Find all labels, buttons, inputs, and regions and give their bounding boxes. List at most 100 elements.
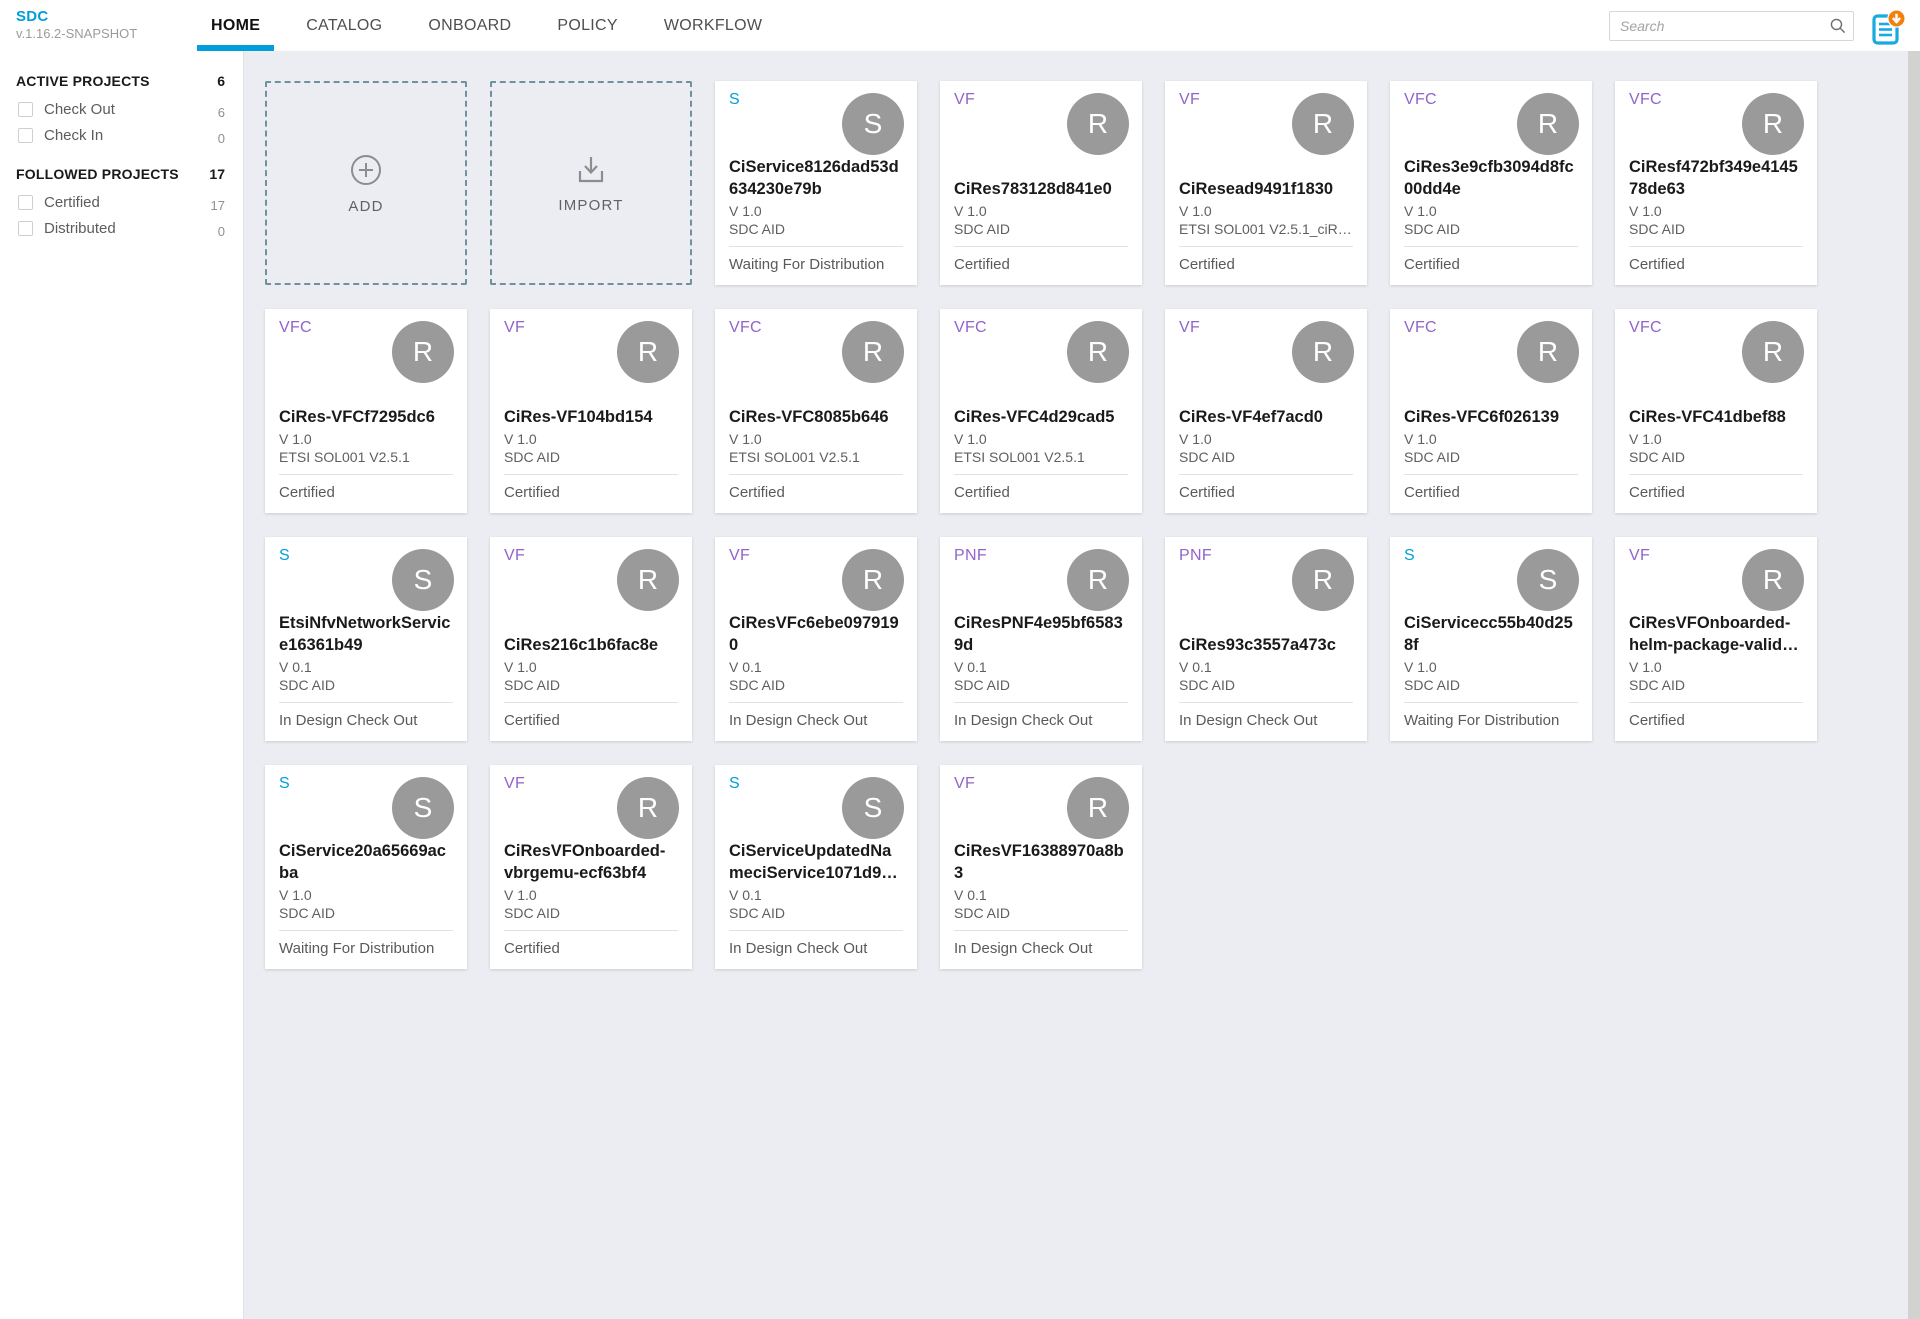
entity-title: CiService8126dad53d634230e79b [729, 158, 899, 198]
entity-version: V 0.1 [954, 659, 987, 675]
entity-type-label: VF [504, 319, 526, 336]
entity-type-label: S [279, 547, 290, 564]
sidebar-filter-certified[interactable]: Certified 17 [16, 189, 225, 215]
entity-version: V 1.0 [279, 431, 312, 447]
checkbox-icon[interactable] [18, 220, 33, 236]
entity-card[interactable]: VF R CiRes-VF4ef7acd0 V 1.0 SDC AID Cert… [1165, 309, 1367, 513]
entity-category: SDC AID [504, 449, 561, 465]
entity-category: SDC AID [279, 905, 336, 921]
entity-status: Certified [504, 474, 678, 501]
entity-avatar: S [842, 93, 904, 155]
checkbox-icon[interactable] [18, 127, 33, 143]
entity-card[interactable]: VF R CiResead9491f1830 V 1.0 ETSI SOL001… [1165, 81, 1367, 285]
entity-meta: CiRes93c3557a473c V 0.1 SDC AID [1179, 635, 1353, 693]
entity-version: V 1.0 [504, 431, 537, 447]
entity-card[interactable]: VFC R CiRes-VFC4d29cad5 V 1.0 ETSI SOL00… [940, 309, 1142, 513]
entity-card[interactable]: VFC R CiRes-VFC6f026139 V 1.0 SDC AID Ce… [1390, 309, 1592, 513]
entity-type-label: VFC [279, 319, 312, 336]
entity-card[interactable]: VF R CiResVFOnboarded-vbrgemu-ecf63bf4 V… [490, 765, 692, 969]
entity-version: V 0.1 [1179, 659, 1212, 675]
entity-type-label: VF [729, 547, 751, 564]
entity-status: Certified [1404, 246, 1578, 273]
sdc-logo[interactable]: SDC v.1.16.2-SNAPSHOT [0, 0, 197, 51]
entity-title: CiService20a65669acba [279, 842, 446, 882]
entity-category: SDC AID [1179, 449, 1236, 465]
checkbox-icon[interactable] [18, 101, 33, 117]
entity-version: V 1.0 [1179, 203, 1212, 219]
entity-category: SDC AID [1404, 449, 1461, 465]
entity-avatar: R [842, 549, 904, 611]
entity-card[interactable]: S S CiService20a65669acba V 1.0 SDC AID … [265, 765, 467, 969]
nav-item-home[interactable]: HOME [197, 0, 275, 51]
entity-version: V 1.0 [954, 431, 987, 447]
entity-status: Waiting For Distribution [279, 930, 453, 957]
entity-card[interactable]: VFC R CiRes-VFCf7295dc6 V 1.0 ETSI SOL00… [265, 309, 467, 513]
entity-card[interactable]: VFC R CiRes-VFC41dbef88 V 1.0 SDC AID Ce… [1615, 309, 1817, 513]
sidebar-section-count: 17 [209, 166, 225, 182]
entity-type-label: VFC [1629, 91, 1662, 108]
entity-card[interactable]: S S EtsiNfvNetworkService16361b49 V 0.1 … [265, 537, 467, 741]
entity-version: V 1.0 [1629, 203, 1662, 219]
entity-card[interactable]: VF R CiRes216c1b6fac8e V 1.0 SDC AID Cer… [490, 537, 692, 741]
nav-item-onboard[interactable]: ONBOARD [414, 0, 525, 51]
entity-status: In Design Check Out [954, 930, 1128, 957]
entity-type-label: VFC [1404, 319, 1437, 336]
sidebar-filter-check-out[interactable]: Check Out 6 [16, 96, 225, 122]
app-version: v.1.16.2-SNAPSHOT [16, 26, 138, 41]
entity-status: Certified [279, 474, 453, 501]
checkbox-icon[interactable] [18, 194, 33, 210]
entity-meta: CiRes-VF4ef7acd0 V 1.0 SDC AID [1179, 407, 1353, 465]
nav-item-policy[interactable]: POLICY [543, 0, 632, 51]
add-tile[interactable]: ADD [265, 81, 467, 285]
entity-version: V 1.0 [504, 887, 537, 903]
vertical-scrollbar[interactable] [1908, 51, 1920, 1319]
entity-meta: CiRes-VFCf7295dc6 V 1.0 ETSI SOL001 V2.5… [279, 407, 453, 465]
entity-card[interactable]: S S CiService8126dad53d634230e79b V 1.0 … [715, 81, 917, 285]
entity-type-label: PNF [954, 547, 987, 564]
entity-card[interactable]: VF R CiResVF16388970a8b3 V 0.1 SDC AID I… [940, 765, 1142, 969]
catalog-updates-button[interactable] [1872, 8, 1906, 47]
entity-status: In Design Check Out [1179, 702, 1353, 729]
entity-category: SDC AID [1404, 677, 1461, 693]
nav-item-catalog[interactable]: CATALOG [292, 0, 396, 51]
entity-card[interactable]: PNF R CiResPNF4e95bf65839d V 0.1 SDC AID… [940, 537, 1142, 741]
entity-avatar: R [1517, 93, 1579, 155]
entity-avatar: R [392, 321, 454, 383]
entity-avatar: R [842, 321, 904, 383]
entity-card[interactable]: S S CiServicecc55b40d258f V 1.0 SDC AID … [1390, 537, 1592, 741]
entity-type-label: VF [504, 547, 526, 564]
entity-card[interactable]: VFC R CiResf472bf349e414578de63 V 1.0 SD… [1615, 81, 1817, 285]
sidebar-filter-count: 17 [210, 197, 225, 213]
entity-card[interactable]: VFC R CiRes3e9cfb3094d8fc00dd4e V 1.0 SD… [1390, 81, 1592, 285]
nav-item-workflow[interactable]: WORKFLOW [650, 0, 776, 51]
entity-meta: CiResead9491f1830 V 1.0 ETSI SOL001 V2.5… [1179, 179, 1353, 237]
entity-status: Certified [1629, 474, 1803, 501]
entity-category: SDC AID [954, 221, 1011, 237]
entity-card[interactable]: VF R CiRes-VF104bd154 V 1.0 SDC AID Cert… [490, 309, 692, 513]
entity-version: V 1.0 [1404, 203, 1437, 219]
sidebar-filter-label: Distributed [44, 219, 116, 237]
entity-version: V 1.0 [954, 203, 987, 219]
entity-category: SDC AID [729, 677, 786, 693]
entity-type-label: VF [954, 775, 976, 792]
entity-category: SDC AID [1179, 677, 1236, 693]
search-input[interactable] [1609, 10, 1854, 41]
entity-version: V 1.0 [1404, 431, 1437, 447]
entity-title: CiResVFOnboarded-vbrgemu-ecf63bf4 [504, 842, 666, 882]
sidebar-filter-distributed[interactable]: Distributed 0 [16, 215, 225, 241]
entity-category: SDC AID [279, 677, 336, 693]
entity-avatar: S [392, 549, 454, 611]
search-icon [1830, 18, 1846, 33]
entity-status: Certified [954, 246, 1128, 273]
sidebar-filter-check-in[interactable]: Check In 0 [16, 122, 225, 148]
entity-card[interactable]: VF R CiResVFc6ebe0979190 V 0.1 SDC AID I… [715, 537, 917, 741]
entity-card[interactable]: VF R CiResVFOnboarded-helm-package-valid… [1615, 537, 1817, 741]
entity-meta: CiResVFOnboarded-helm-package-valid-dfdc… [1629, 613, 1803, 693]
entity-card[interactable]: VFC R CiRes-VFC8085b646 V 1.0 ETSI SOL00… [715, 309, 917, 513]
entity-card[interactable]: VF R CiRes783128d841e0 V 1.0 SDC AID Cer… [940, 81, 1142, 285]
entity-meta: CiResPNF4e95bf65839d V 0.1 SDC AID [954, 613, 1128, 693]
entity-type-label: VFC [954, 319, 987, 336]
entity-card[interactable]: PNF R CiRes93c3557a473c V 0.1 SDC AID In… [1165, 537, 1367, 741]
entity-card[interactable]: S S CiServiceUpdatedNameciService1071d9d… [715, 765, 917, 969]
import-tile[interactable]: IMPORT [490, 81, 692, 285]
